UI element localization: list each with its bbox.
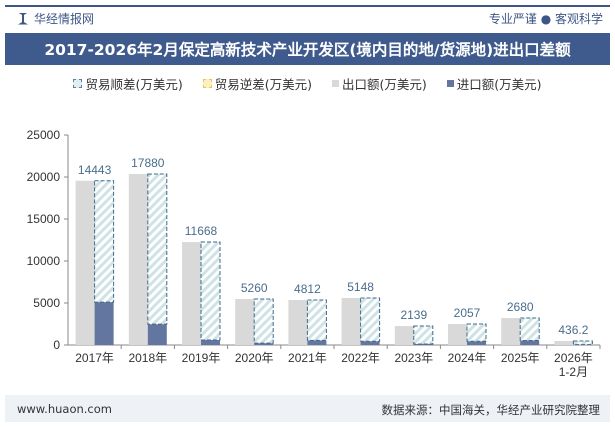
top-rule — [5, 5, 610, 7]
export-bar — [235, 298, 255, 345]
chart-title: 2017-2026年2月保定高新技术产业开发区(境内目的地/货源地)进出口差额 — [5, 33, 610, 65]
import-bar — [360, 341, 380, 345]
surplus-bar — [413, 325, 434, 345]
export-bar — [448, 324, 467, 345]
surplus-bar — [147, 173, 168, 325]
surplus-bar — [200, 241, 221, 341]
y-tick-label: 25000 — [27, 128, 61, 142]
export-bar — [341, 297, 361, 345]
export-bar — [75, 180, 95, 345]
export-bar — [182, 242, 201, 345]
y-tick-label: 20000 — [27, 170, 61, 184]
surplus-bar — [519, 317, 540, 342]
x-tick-label: 2020年 — [235, 351, 274, 365]
import-bar — [467, 341, 486, 345]
surplus-bar — [253, 298, 274, 344]
x-tick-label: 2017年 — [75, 351, 114, 365]
y-tick-label: 10000 — [27, 254, 61, 268]
y-tick-label: 15000 — [27, 212, 61, 226]
surplus-bar — [360, 297, 381, 342]
export-bar — [554, 341, 574, 345]
y-tick-label: 5000 — [33, 296, 60, 310]
x-tick-label: 2019年 — [182, 351, 221, 365]
legend-import: 进口额(万美元) — [446, 74, 542, 93]
x-tick-label: 2018年 — [128, 351, 167, 365]
data-label: 4812 — [294, 282, 321, 296]
surplus-bar — [466, 323, 487, 342]
import-bar — [307, 340, 327, 345]
x-tick-label: 2022年 — [341, 351, 380, 365]
slogan: 专业严谨 ● 客观科学 — [488, 12, 603, 26]
brand-name: 华经情报网 — [34, 12, 95, 26]
legend-export: 出口额(万美元) — [332, 74, 427, 93]
data-label: 2057 — [454, 306, 481, 320]
import-bar — [94, 302, 114, 345]
x-tick-label: 2025年 — [501, 351, 540, 365]
import-bar — [147, 324, 167, 345]
brand-logo-icon — [18, 12, 28, 25]
export-bar — [501, 318, 521, 345]
x-tick-label: 2021年 — [288, 351, 327, 365]
data-label: 17880 — [131, 156, 165, 170]
import-bar — [254, 343, 274, 345]
x-tick-label: 2023年 — [394, 351, 433, 365]
data-label: 14443 — [78, 163, 112, 177]
surplus-bar — [306, 299, 327, 341]
export-bar — [394, 326, 414, 345]
import-bar — [201, 340, 220, 345]
data-label: 2139 — [400, 308, 427, 322]
export-bar — [128, 173, 148, 345]
data-source: 数据来源：中国海关，华经产业研究院整理 — [381, 403, 601, 417]
import-bar — [520, 340, 540, 345]
legend-surplus: 贸易顺差(万美元) — [73, 74, 183, 93]
footer: www.huaon.com 数据来源：中国海关，华经产业研究院整理 — [5, 395, 610, 422]
data-label: 436.2 — [558, 323, 588, 337]
surplus-bar — [94, 180, 115, 303]
y-tick-label: 0 — [53, 338, 60, 352]
export-bar — [288, 299, 308, 345]
x-tick-label: 2026年 — [554, 351, 593, 365]
x-tick-label: 1-2月 — [559, 365, 588, 379]
surplus-bar — [572, 340, 593, 346]
data-label: 2680 — [507, 300, 534, 314]
website-link[interactable]: www.huaon.com — [17, 402, 112, 416]
legend: 贸易顺差(万美元) 贸易逆差(万美元) 出口额(万美元) 进口额(万美元) — [0, 74, 615, 93]
data-label: 5260 — [241, 281, 268, 295]
import-bar — [413, 343, 433, 345]
bar-chart: 0 5000 10000 15000 20000 25000 14443 2017年 17880… — [27, 128, 601, 379]
legend-deficit: 贸易逆差(万美元) — [202, 74, 312, 93]
brand: 华经情报网 — [18, 10, 94, 27]
data-label: 11668 — [185, 224, 218, 238]
x-tick-label: 2024年 — [448, 351, 487, 365]
data-label: 5148 — [347, 280, 374, 294]
